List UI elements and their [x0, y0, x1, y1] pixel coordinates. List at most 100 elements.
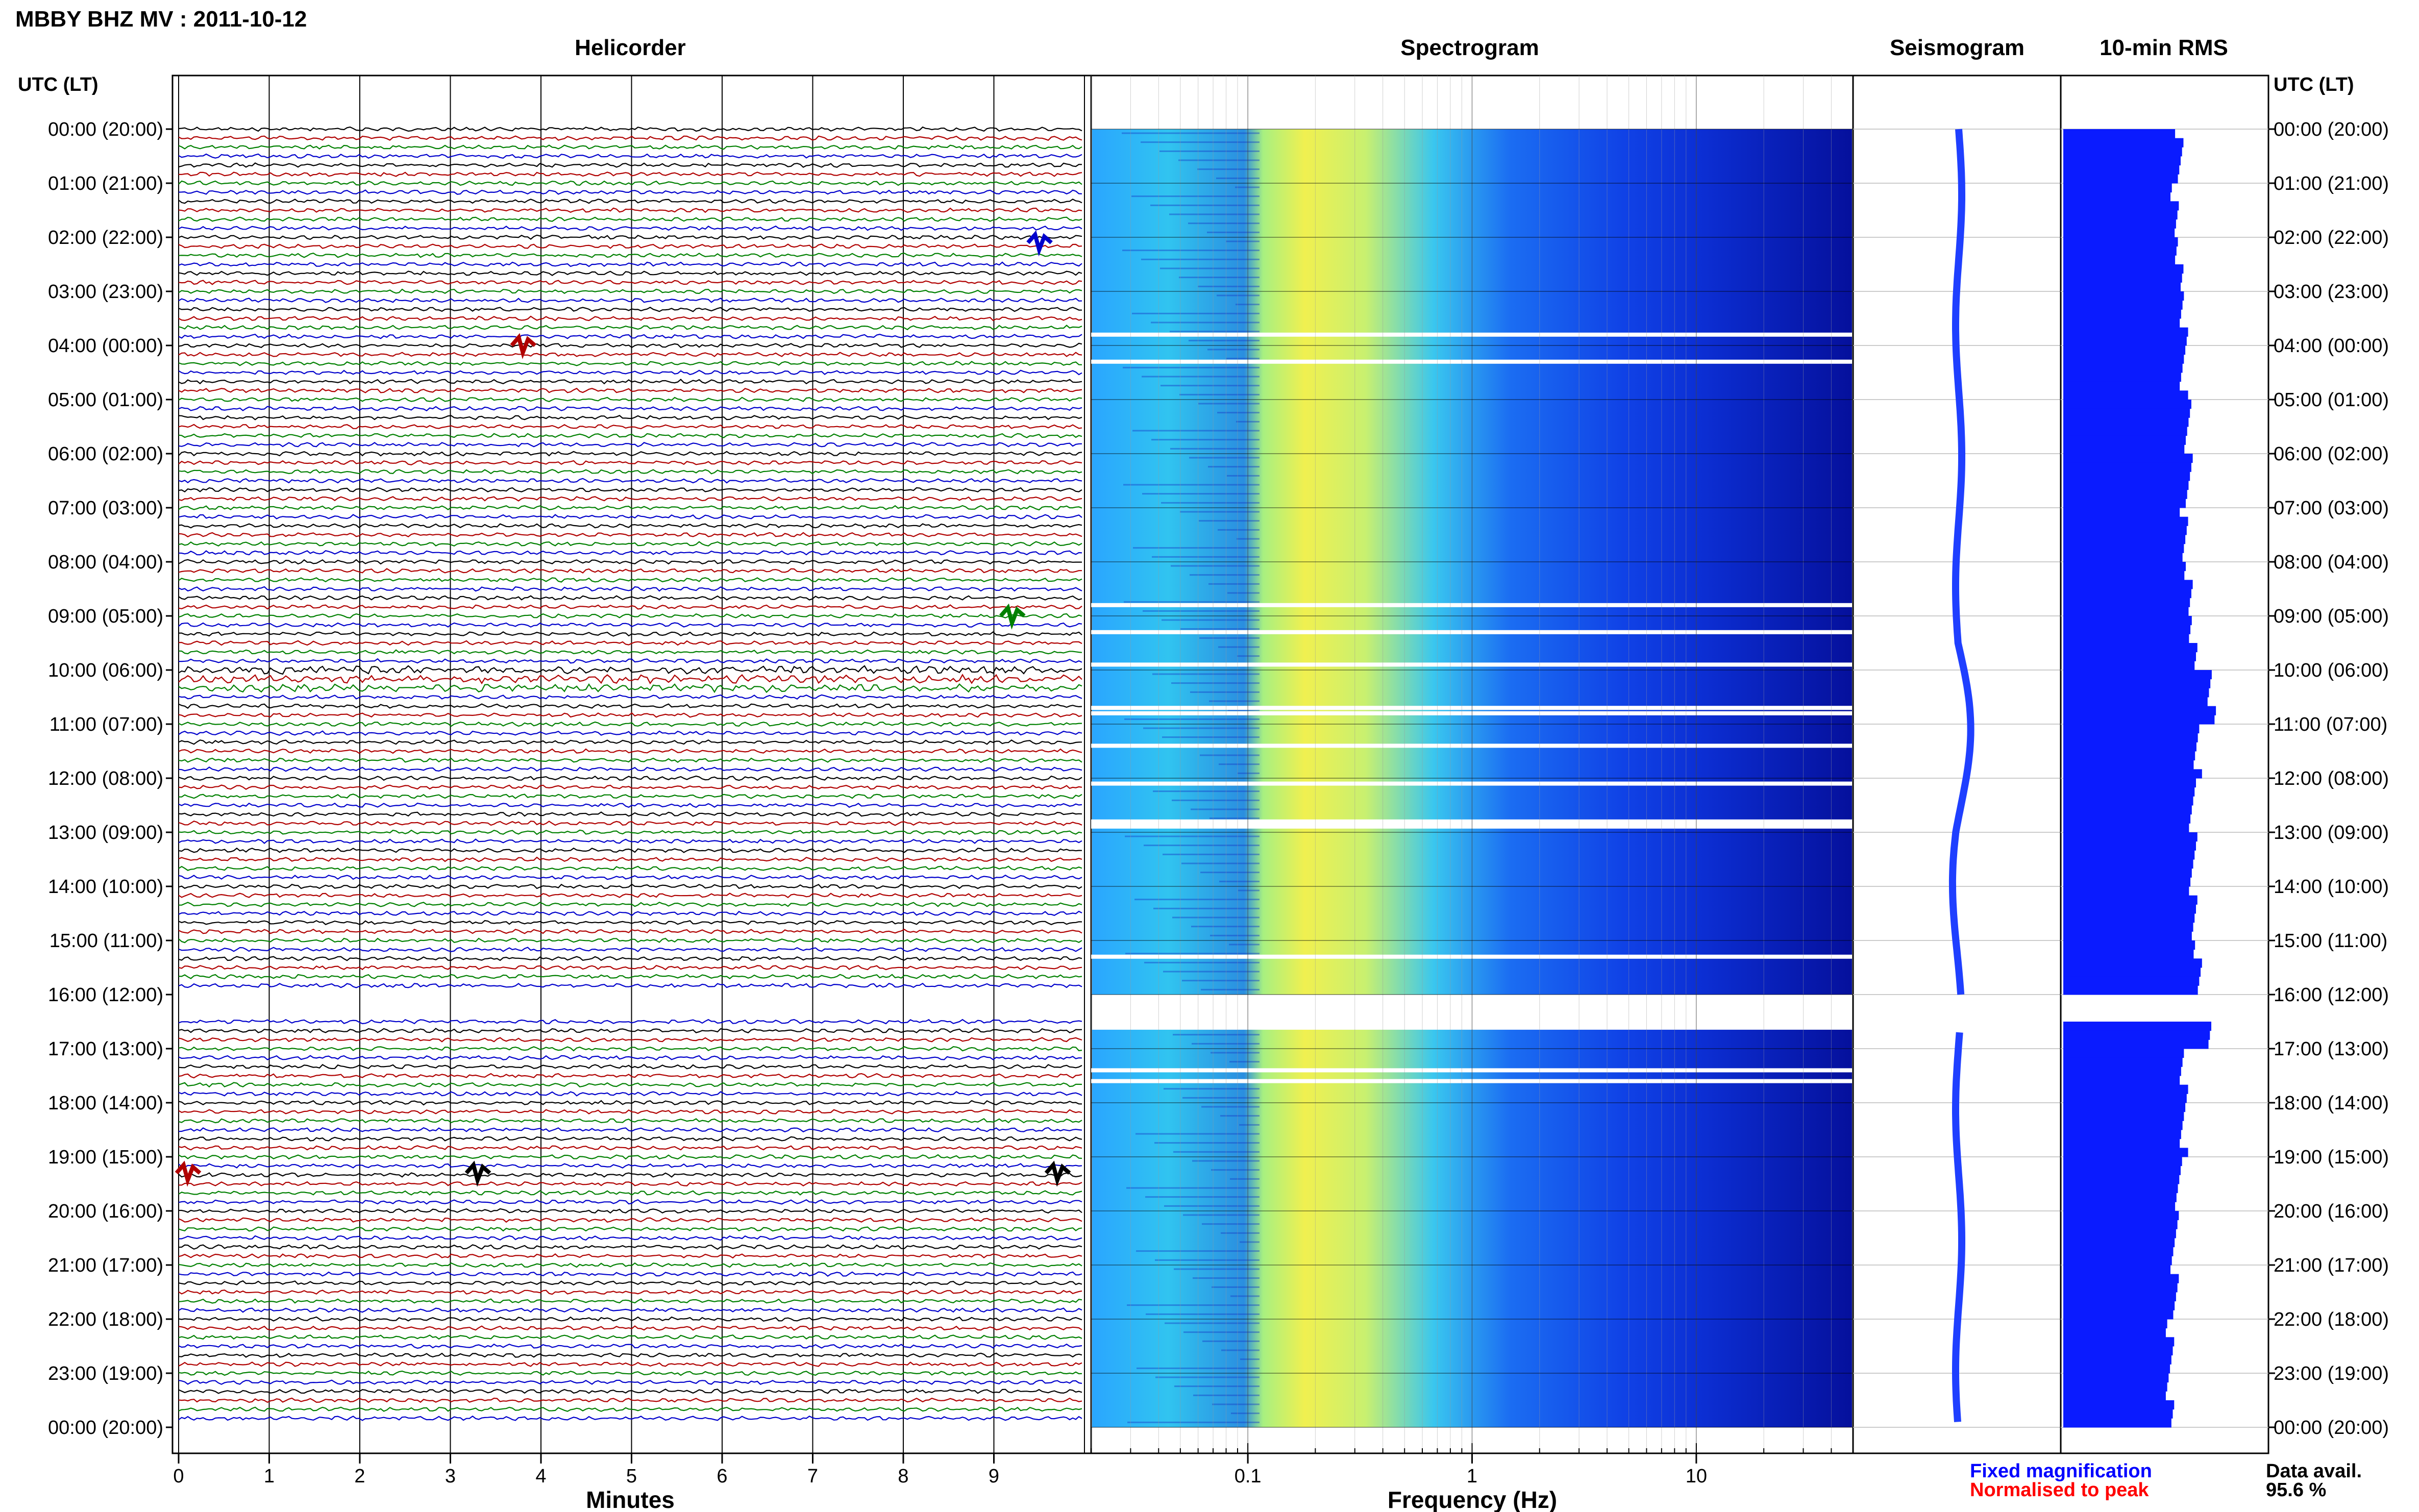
minute-tick-label: 5 — [626, 1466, 637, 1487]
hour-label-right: 00:00 (20:00) — [2274, 1417, 2389, 1439]
rms-bar — [2063, 1084, 2188, 1094]
helicorder-trace-row — [178, 180, 1082, 186]
hour-label-right: 06:00 (02:00) — [2274, 443, 2389, 465]
helicorder-panel: 0 1 2 3 4 5 6 7 8 9 Minutes — [171, 75, 1092, 1512]
helicorder-trace-row — [178, 1298, 1082, 1304]
rms-bar — [2063, 237, 2178, 247]
rms-bar — [2063, 598, 2190, 607]
rms-bar — [2063, 192, 2170, 202]
helicorder-trace-row — [179, 658, 1082, 664]
helicorder-trace-row — [178, 505, 1082, 511]
helicorder-trace-row — [178, 379, 1082, 385]
helicorder-trace-row — [178, 1037, 1082, 1043]
rms-bar — [2063, 886, 2189, 896]
hour-label-left: 10:00 (06:00) — [48, 660, 163, 681]
rms-bar — [2063, 958, 2202, 968]
helicorder-trace-row — [178, 937, 1082, 944]
rms-bar — [2063, 625, 2191, 634]
helicorder-trace-row — [178, 550, 1082, 556]
hour-label-left: 02:00 (22:00) — [48, 227, 163, 249]
rms-bar — [2063, 345, 2186, 355]
rms-bar — [2063, 255, 2176, 265]
rms-bar — [2063, 968, 2201, 977]
rms-bar — [2063, 246, 2177, 256]
hour-label-left: 17:00 (13:00) — [48, 1038, 163, 1060]
helicorder-trace-row — [178, 964, 1082, 971]
rms-bar — [2063, 535, 2186, 544]
utc-label-left: UTC (LT) — [18, 74, 98, 95]
rms-bar — [2063, 1175, 2180, 1184]
helicorder-trace-row — [178, 162, 1082, 168]
seismogram-title: Seismogram — [1890, 35, 2025, 60]
rms-bar — [2063, 472, 2190, 481]
rms-bar — [2063, 165, 2180, 175]
rms-bar — [2063, 363, 2183, 373]
helicorder-trace-row — [178, 478, 1082, 484]
spectrogram-gap-line — [1091, 359, 1853, 364]
hour-label-right: 17:00 (13:00) — [2274, 1038, 2389, 1060]
frequency-tick-label: 0.1 — [1235, 1466, 1262, 1487]
rms-bar — [2063, 571, 2185, 580]
rms-bar — [2063, 724, 2200, 734]
helicorder-trace-row — [178, 253, 1082, 258]
helicorder-trace-row — [178, 433, 1082, 438]
helicorder-trace-row — [178, 739, 1082, 745]
hour-label-left: 01:00 (21:00) — [48, 173, 163, 194]
rms-bar — [2063, 562, 2186, 572]
rms-bar — [2063, 300, 2183, 310]
helicorder-trace-row — [178, 721, 1082, 727]
rms-bar — [2063, 1202, 2176, 1211]
helicorder-trace-row — [178, 559, 1082, 565]
rms-bar — [2063, 1355, 2171, 1365]
helicorder-trace-row — [178, 1289, 1082, 1295]
helicorder-trace-row — [178, 460, 1082, 465]
minute-tick-label: 0 — [173, 1466, 184, 1487]
rms-bar — [2063, 318, 2180, 328]
spectrogram-gap-line — [1091, 706, 1853, 710]
rms-bar — [2063, 733, 2198, 742]
helicorder-trace-row — [178, 1415, 1082, 1421]
helicorder-trace-row — [178, 1136, 1082, 1142]
hour-label-right: 15:00 (11:00) — [2274, 930, 2387, 952]
minute-tick-label: 2 — [354, 1466, 365, 1487]
rms-bar — [2063, 1229, 2176, 1238]
rms-bar — [2063, 1211, 2179, 1221]
hour-label-right: 08:00 (04:00) — [2274, 552, 2389, 573]
helicorder-trace-row — [178, 1217, 1082, 1223]
rms-bar — [2063, 580, 2193, 589]
helicorder-trace-row — [178, 674, 1082, 685]
rms-bar — [2063, 1400, 2175, 1410]
helicorder-trace-row — [178, 974, 1082, 979]
helicorder-trace-row — [178, 153, 1082, 159]
rms-bar — [2063, 553, 2183, 562]
helicorder-trace-row — [178, 1361, 1082, 1367]
rms-bar — [2063, 760, 2194, 770]
rms-bar — [2063, 1337, 2175, 1347]
rms-bar — [2063, 1364, 2170, 1374]
rms-bar — [2063, 1030, 2210, 1040]
rms-bar — [2063, 219, 2176, 229]
helicorder-trace-row — [178, 928, 1082, 934]
helicorder-event — [1026, 230, 1053, 257]
helicorder-trace-row — [178, 189, 1082, 195]
hour-label-left: 13:00 (09:00) — [48, 822, 163, 844]
rms-bar — [2063, 607, 2189, 616]
rms-bar — [2063, 489, 2187, 499]
rms-bar — [2063, 1157, 2182, 1167]
figure-title: MBBY BHZ MV : 2011-10-12 — [15, 7, 307, 32]
rms-bar — [2063, 147, 2182, 157]
helicorder-trace-row — [178, 1163, 1082, 1169]
hour-label-left: 08:00 (04:00) — [48, 552, 163, 573]
rms-bar — [2063, 282, 2181, 292]
rms-bar — [2063, 1138, 2180, 1148]
helicorder-trace-row — [178, 1316, 1082, 1322]
rms-bar — [2063, 805, 2192, 815]
rms-bar — [2063, 661, 2195, 671]
hour-label-right: 23:00 (19:00) — [2274, 1363, 2389, 1384]
helicorder-trace-row — [178, 234, 1082, 240]
helicorder-trace-row — [178, 523, 1082, 529]
spectrogram-gap-line — [1091, 630, 1853, 634]
hour-label-left: 00:00 (20:00) — [48, 1417, 163, 1439]
helicorder-trace-row — [178, 1334, 1082, 1340]
